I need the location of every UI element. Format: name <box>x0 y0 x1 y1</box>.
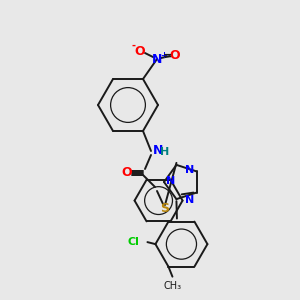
Text: -: - <box>132 41 136 51</box>
Text: S: S <box>160 202 169 215</box>
Text: +: + <box>160 50 167 59</box>
Text: CH₃: CH₃ <box>164 280 181 291</box>
Text: N: N <box>153 145 164 158</box>
Text: N: N <box>185 195 195 205</box>
Text: O: O <box>135 44 145 58</box>
Text: O: O <box>170 49 180 62</box>
Text: N: N <box>166 176 175 186</box>
Text: O: O <box>122 167 132 179</box>
Text: H: H <box>160 147 169 157</box>
Text: N: N <box>152 52 162 65</box>
Text: Cl: Cl <box>128 237 140 247</box>
Text: =: = <box>162 51 172 61</box>
Text: N: N <box>185 165 195 176</box>
